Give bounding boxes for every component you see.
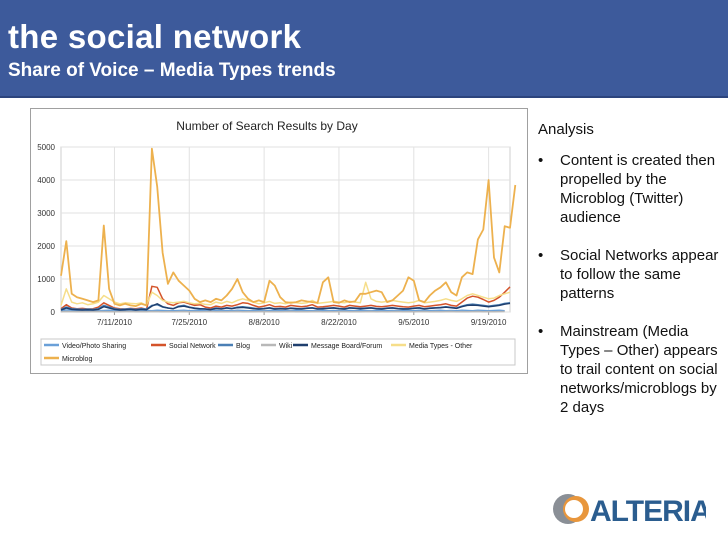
bullet-icon: •: [538, 152, 544, 169]
analysis-bullet-text: Mainstream (Media Types – Other) appears…: [560, 323, 718, 416]
analysis-heading: Analysis: [538, 121, 594, 138]
chart-grid: [60, 146, 511, 313]
analysis-bullet-item: • Content is created then propelled by th…: [538, 151, 724, 227]
y-tick-label: 5000: [37, 143, 55, 152]
legend-label: Video/Photo Sharing: [62, 343, 126, 350]
series-line: [60, 147, 517, 308]
analysis-panel: Analysis • Content is created then propel…: [538, 120, 724, 436]
analysis-bullet-item: • Social Networks appear to follow the sa…: [538, 246, 724, 303]
legend-label: Blog: [236, 343, 250, 350]
slide-subtitle: Share of Voice – Media Types trends: [8, 60, 336, 81]
y-tick-label: 4000: [37, 176, 55, 185]
y-tick-label: 2000: [37, 242, 55, 251]
legend-box: [40, 338, 516, 366]
plot-area: [60, 146, 511, 313]
alterian-logo-mark: ALTERIAN: [553, 494, 728, 528]
legend-label: Wiki: [279, 343, 293, 350]
x-tick-label: 7/11/2010: [97, 318, 133, 327]
x-tick-label: 9/5/2010: [398, 318, 430, 327]
series-line: [60, 281, 511, 307]
bullet-icon: •: [538, 247, 544, 264]
y-tick-label: 0: [51, 308, 56, 317]
y-tick-label: 1000: [37, 275, 55, 284]
alterian-logo: ALTERIAN: [552, 491, 728, 528]
slide-title: the social network: [8, 18, 302, 55]
chart-title: Number of Search Results by Day: [176, 119, 357, 133]
x-tick-label: 8/8/2010: [249, 318, 281, 327]
x-tick-label: 9/19/2010: [471, 318, 507, 327]
chart-legend: Video/Photo Sharing Social Network Blog Wik…: [40, 338, 516, 366]
analysis-bullet-list: • Content is created then propelled by th…: [538, 151, 724, 417]
analysis-bullet-text: Content is created then propelled by the…: [560, 152, 716, 226]
legend-label: Microblog: [62, 356, 92, 363]
line-chart: Number of Search Results by Day 0 1000 200…: [30, 108, 528, 374]
slide-header: the social network Share of Voice – Medi…: [0, 0, 728, 98]
chart-svg: Number of Search Results by Day 0 1000 200…: [37, 119, 517, 366]
analysis-bullet-text: Social Networks appear to follow the sam…: [560, 247, 719, 302]
y-tick-label: 3000: [37, 209, 55, 218]
analysis-bullet-item: • Mainstream (Media Types – Other) appear…: [538, 322, 724, 417]
y-axis: 0 1000 2000 3000 4000 5000: [37, 143, 55, 317]
series-line: [60, 302, 511, 311]
legend-label: Message Board/Forum: [311, 343, 382, 350]
chart-series-lines: [60, 147, 517, 313]
x-tick-label: 8/22/2010: [321, 318, 357, 327]
legend-label: Media Types - Other: [409, 343, 473, 350]
logo-text: ALTERIAN: [590, 495, 706, 527]
x-axis: 7/11/2010 7/25/2010 8/8/2010 8/22/2010 9/5/2…: [97, 312, 507, 327]
x-tick-label: 7/25/2010: [171, 318, 207, 327]
bullet-icon: •: [538, 323, 544, 340]
legend-label: Social Network: [169, 343, 216, 350]
